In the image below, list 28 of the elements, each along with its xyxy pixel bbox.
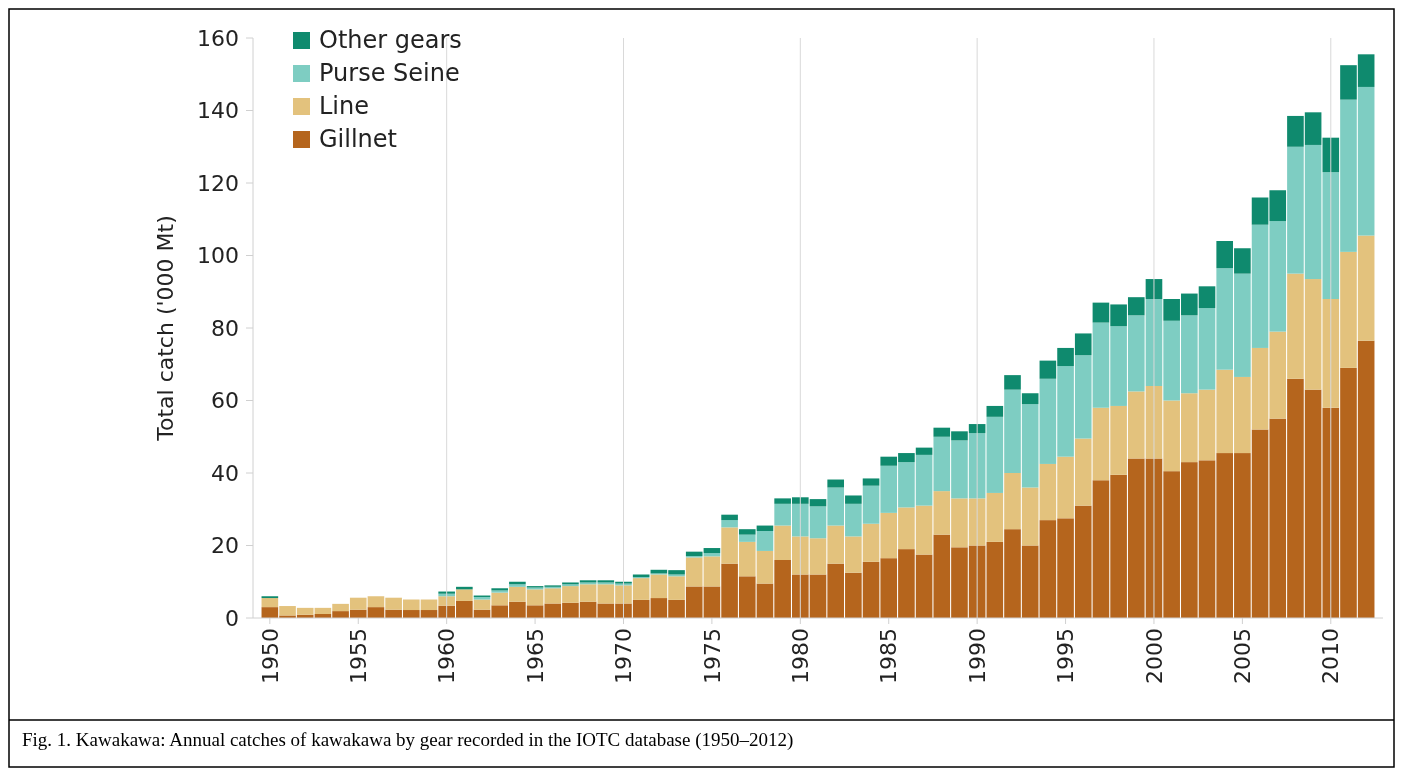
legend-label: Purse Seine xyxy=(319,59,460,88)
y-tick-label: 60 xyxy=(211,388,239,414)
legend-label: Gillnet xyxy=(319,125,397,154)
y-axis-title: Total catch ('000 Mt) xyxy=(153,215,178,442)
caption: Fig. 1. Kawakawa: Annual catches of kawakawa by gear recorded in the IOTC database (1950–2012) xyxy=(22,729,794,751)
y-tick-label: 0 xyxy=(225,605,239,631)
x-tick-label: 1960 xyxy=(434,628,460,684)
y-tick-label: 20 xyxy=(211,533,239,559)
y-tick-label: 120 xyxy=(197,170,239,196)
x-tick-label: 1955 xyxy=(345,628,371,684)
x-tick-label: 1970 xyxy=(611,628,637,684)
x-tick-label: 2000 xyxy=(1141,628,1167,684)
x-tick-label: 2010 xyxy=(1318,628,1344,684)
x-tick-label: 1990 xyxy=(964,628,990,684)
x-tick-label: 1975 xyxy=(699,628,725,684)
x-tick-label: 1995 xyxy=(1053,628,1079,684)
y-tick-label: 160 xyxy=(197,25,239,51)
y-tick-label: 140 xyxy=(197,98,239,124)
x-tick-label: 1980 xyxy=(788,628,814,684)
y-tick-label: 40 xyxy=(211,460,239,486)
x-tick-label: 1950 xyxy=(257,628,283,684)
x-tick-label: 1965 xyxy=(522,628,548,684)
x-tick-label: 2005 xyxy=(1230,628,1256,684)
legend-label: Line xyxy=(319,92,370,121)
y-tick-label: 80 xyxy=(211,315,239,341)
y-tick-label: 100 xyxy=(197,243,239,269)
legend-label: Other gears xyxy=(319,26,462,55)
x-tick-label: 1985 xyxy=(876,628,902,684)
